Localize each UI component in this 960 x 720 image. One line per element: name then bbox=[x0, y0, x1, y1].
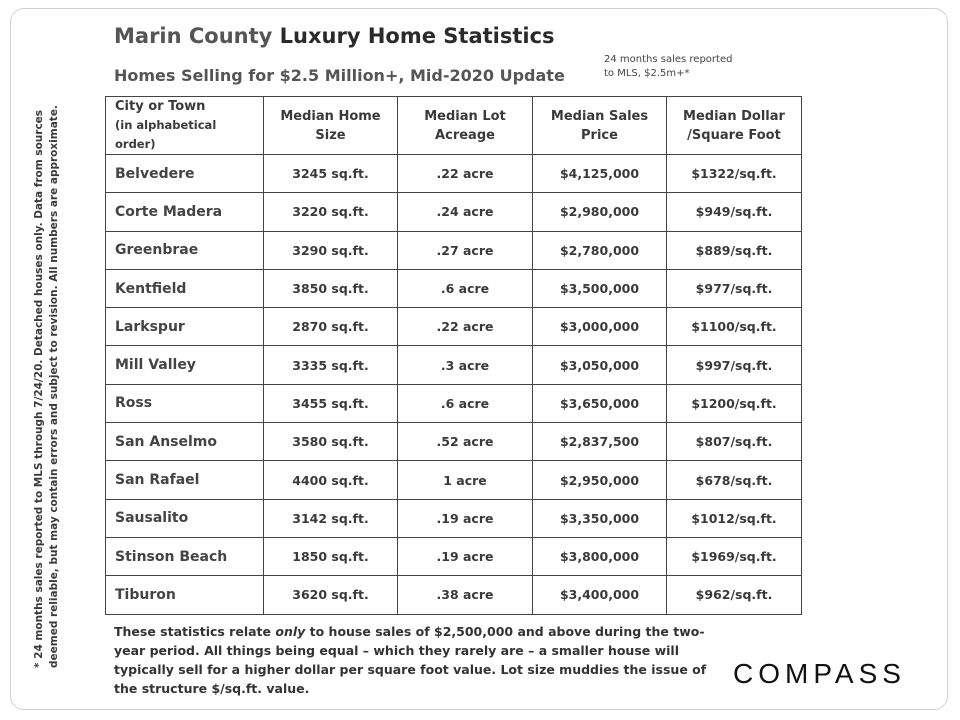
cell-size: 4400 sq.ft. bbox=[263, 460, 398, 500]
title-location: Marin County bbox=[114, 24, 273, 48]
cell-size: 3335 sq.ft. bbox=[263, 345, 398, 385]
cell-price: $2,980,000 bbox=[532, 192, 667, 232]
cell-city: Larkspur bbox=[105, 307, 264, 347]
table-row: Mill Valley 3335 sq.ft. .3 acre $3,050,0… bbox=[105, 345, 802, 385]
cell-price: $2,950,000 bbox=[532, 460, 667, 500]
cell-lot: .52 acre bbox=[397, 422, 533, 462]
cell-city: San Anselmo bbox=[105, 422, 264, 462]
table-row: Stinson Beach 1850 sq.ft. .19 acre $3,80… bbox=[105, 536, 802, 577]
cell-lot: 1 acre bbox=[397, 460, 533, 500]
side-disclaimer-line-2: deemed reliable, but may contain errors … bbox=[48, 105, 60, 668]
page-subtitle: Homes Selling for $2.5 Million+, Mid-202… bbox=[114, 66, 565, 85]
footer-note: These statistics relate only to house sa… bbox=[114, 622, 710, 698]
cell-dollar-sqft: $1100/sq.ft. bbox=[666, 307, 802, 347]
footer-emphasis: only bbox=[275, 624, 306, 639]
table-row: Sausalito 3142 sq.ft. .19 acre $3,350,00… bbox=[105, 498, 802, 538]
header-note-line-2: to MLS, $2.5m+* bbox=[604, 68, 690, 79]
table-row: Belvedere 3245 sq.ft. .22 acre $4,125,00… bbox=[105, 153, 802, 194]
header-note: 24 months sales reported to MLS, $2.5m+* bbox=[604, 53, 774, 81]
cell-price: $3,050,000 bbox=[532, 345, 667, 385]
cell-dollar-sqft: $889/sq.ft. bbox=[666, 230, 802, 270]
compass-logo: COMPASS bbox=[733, 658, 906, 689]
cell-price: $4,125,000 bbox=[532, 153, 667, 194]
cell-city: Corte Madera bbox=[105, 192, 264, 232]
header-note-line-1: 24 months sales reported bbox=[604, 54, 733, 65]
cell-dollar-sqft: $997/sq.ft. bbox=[666, 345, 802, 385]
cell-dollar-sqft: $678/sq.ft. bbox=[666, 460, 802, 500]
cell-size: 3850 sq.ft. bbox=[263, 268, 398, 309]
table-row: Kentfield 3850 sq.ft. .6 acre $3,500,000… bbox=[105, 268, 802, 309]
cell-lot: .22 acre bbox=[397, 307, 533, 347]
cell-dollar-sqft: $1200/sq.ft. bbox=[666, 383, 802, 424]
table-row: Corte Madera 3220 sq.ft. .24 acre $2,980… bbox=[105, 192, 802, 232]
title-topic: Luxury Home Statistics bbox=[279, 24, 555, 48]
cell-dollar-sqft: $949/sq.ft. bbox=[666, 192, 802, 232]
cell-lot: .6 acre bbox=[397, 383, 533, 424]
table-row: Ross 3455 sq.ft. .6 acre $3,650,000 $120… bbox=[105, 383, 802, 424]
table-header-row: City or Town (in alphabetical order) Med… bbox=[105, 96, 802, 155]
side-disclaimer: * 24 months sales reported to MLS throug… bbox=[32, 98, 62, 668]
cell-city: Ross bbox=[105, 383, 264, 424]
cell-city: Greenbrae bbox=[105, 230, 264, 270]
cell-lot: .19 acre bbox=[397, 536, 533, 577]
cell-size: 3290 sq.ft. bbox=[263, 230, 398, 270]
side-disclaimer-line-1: * 24 months sales reported to MLS throug… bbox=[33, 109, 45, 668]
cell-size: 1850 sq.ft. bbox=[263, 536, 398, 577]
cell-price: $2,780,000 bbox=[532, 230, 667, 270]
table-row: Larkspur 2870 sq.ft. .22 acre $3,000,000… bbox=[105, 307, 802, 347]
cell-city: Stinson Beach bbox=[105, 536, 264, 577]
cell-lot: .19 acre bbox=[397, 498, 533, 538]
cell-price: $3,350,000 bbox=[532, 498, 667, 538]
cell-size: 2870 sq.ft. bbox=[263, 307, 398, 347]
header-price: Median Sales Price bbox=[532, 96, 667, 155]
cell-price: $3,650,000 bbox=[532, 383, 667, 424]
header-city-label: City or Town bbox=[115, 99, 206, 114]
header-lot: Median Lot Acreage bbox=[397, 96, 533, 155]
cell-lot: .3 acre bbox=[397, 345, 533, 385]
cell-price: $3,800,000 bbox=[532, 536, 667, 577]
cell-price: $3,400,000 bbox=[532, 575, 667, 615]
cell-lot: .6 acre bbox=[397, 268, 533, 309]
cell-city: San Rafael bbox=[105, 460, 264, 500]
cell-dollar-sqft: $962/sq.ft. bbox=[666, 575, 802, 615]
cell-price: $3,500,000 bbox=[532, 268, 667, 309]
cell-dollar-sqft: $1012/sq.ft. bbox=[666, 498, 802, 538]
footer-text-1: These statistics relate bbox=[114, 624, 276, 639]
cell-dollar-sqft: $977/sq.ft. bbox=[666, 268, 802, 309]
cell-size: 3142 sq.ft. bbox=[263, 498, 398, 538]
footer-text-2: to house sales of $2,500,000 and above d… bbox=[114, 624, 707, 696]
table-row: Tiburon 3620 sq.ft. .38 acre $3,400,000 … bbox=[105, 575, 802, 615]
cell-size: 3245 sq.ft. bbox=[263, 153, 398, 194]
table-row: Greenbrae 3290 sq.ft. .27 acre $2,780,00… bbox=[105, 230, 802, 270]
cell-size: 3620 sq.ft. bbox=[263, 575, 398, 615]
cell-city: Belvedere bbox=[105, 153, 264, 194]
page-title: Marin County Luxury Home Statistics bbox=[114, 24, 555, 48]
cell-lot: .38 acre bbox=[397, 575, 533, 615]
header-city-sublabel: (in alphabetical order) bbox=[115, 118, 217, 151]
cell-city: Mill Valley bbox=[105, 345, 264, 385]
table-row: San Anselmo 3580 sq.ft. .52 acre $2,837,… bbox=[105, 422, 802, 462]
header-city: City or Town (in alphabetical order) bbox=[105, 96, 264, 155]
cell-dollar-sqft: $1322/sq.ft. bbox=[666, 153, 802, 194]
cell-lot: .22 acre bbox=[397, 153, 533, 194]
statistics-table: City or Town (in alphabetical order) Med… bbox=[105, 96, 802, 615]
cell-lot: .27 acre bbox=[397, 230, 533, 270]
cell-price: $3,000,000 bbox=[532, 307, 667, 347]
cell-city: Sausalito bbox=[105, 498, 264, 538]
cell-dollar-sqft: $1969/sq.ft. bbox=[666, 536, 802, 577]
cell-size: 3455 sq.ft. bbox=[263, 383, 398, 424]
slide-frame bbox=[10, 8, 948, 710]
cell-city: Tiburon bbox=[105, 575, 264, 615]
cell-dollar-sqft: $807/sq.ft. bbox=[666, 422, 802, 462]
cell-city: Kentfield bbox=[105, 268, 264, 309]
header-dollar-sqft: Median Dollar /Square Foot bbox=[666, 96, 802, 155]
cell-price: $2,837,500 bbox=[532, 422, 667, 462]
table-row: San Rafael 4400 sq.ft. 1 acre $2,950,000… bbox=[105, 460, 802, 500]
cell-size: 3580 sq.ft. bbox=[263, 422, 398, 462]
cell-lot: .24 acre bbox=[397, 192, 533, 232]
cell-size: 3220 sq.ft. bbox=[263, 192, 398, 232]
header-size: Median Home Size bbox=[263, 96, 398, 155]
